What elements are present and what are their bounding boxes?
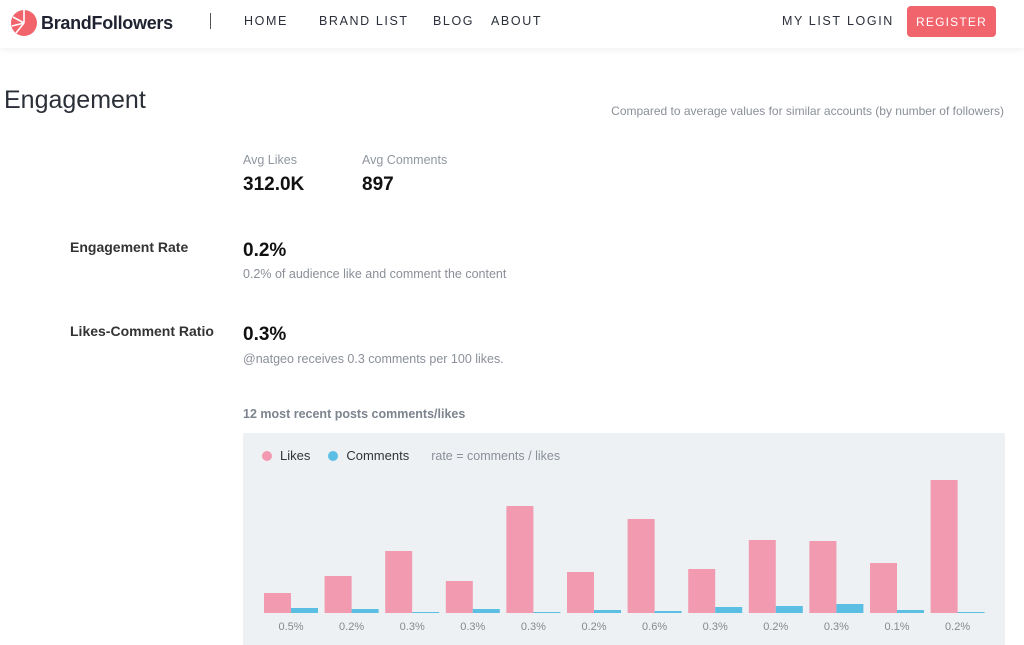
comments-bar[interactable]	[594, 610, 621, 613]
nav-home-link[interactable]: HOME	[244, 14, 288, 28]
nav-blog-link[interactable]: BLOG	[433, 14, 475, 28]
comments-bar[interactable]	[897, 610, 924, 613]
likes-bar[interactable]	[627, 519, 655, 613]
comments-bar[interactable]	[291, 608, 318, 613]
likes-comment-ratio-label: Likes-Comment Ratio	[70, 323, 214, 339]
comparison-note: Compared to average values for similar a…	[611, 104, 1004, 118]
comments-dot-icon	[328, 450, 339, 461]
rate-tick-label: 0.2%	[763, 621, 788, 633]
nav-my-list-link[interactable]: MY LIST	[782, 14, 842, 28]
avg-comments-label: Avg Comments	[362, 153, 448, 167]
legend-likes[interactable]: Likes	[262, 448, 310, 463]
comments-bar[interactable]	[836, 604, 864, 613]
likes-comment-ratio-value: 0.3%	[243, 324, 287, 345]
legend-rate-note: rate = comments / likes	[431, 448, 561, 463]
legend-likes-label: Likes	[280, 448, 311, 463]
rate-tick-label: 0.2%	[581, 621, 606, 633]
rate-tick-label: 0.2%	[339, 621, 364, 633]
avg-comments-value: 897	[362, 174, 394, 195]
comments-bar[interactable]	[472, 609, 500, 613]
likes-bar[interactable]	[748, 540, 776, 613]
likes-bar[interactable]	[385, 551, 413, 613]
avg-likes-label: Avg Likes	[243, 153, 297, 167]
comments-bar[interactable]	[412, 612, 440, 613]
engagement-rate-value: 0.2%	[243, 240, 287, 261]
likes-bar[interactable]	[809, 541, 837, 613]
comments-bar[interactable]	[715, 607, 743, 613]
nav-login-link[interactable]: LOGIN	[847, 14, 894, 28]
engagement-rate-label: Engagement Rate	[70, 239, 189, 255]
logo-icon	[11, 10, 37, 36]
rate-tick-label: 0.1%	[884, 621, 909, 633]
likes-comment-ratio-desc: @natgeo receives 0.3 comments per 100 li…	[243, 352, 504, 366]
rate-tick-label: 0.5%	[278, 621, 303, 633]
likes-bar[interactable]	[445, 581, 473, 613]
rate-tick-label: 0.3%	[460, 621, 485, 633]
nav-divider	[210, 13, 211, 29]
likes-dot-icon	[262, 450, 272, 461]
rate-tick-label: 0.3%	[400, 621, 425, 633]
engagement-rate-desc: 0.2% of audience like and comment the co…	[243, 267, 507, 281]
comments-bar[interactable]	[775, 606, 803, 613]
avg-likes-value: 312.0K	[243, 174, 305, 195]
engagement-bar-chart: 0.5% 0.2% 0.3% 0.3% 0.3% 0.2% 0.6% 0.3% 0.2% 0.3%…	[264, 480, 985, 633]
brand-name: BrandFollowers	[41, 12, 173, 33]
rate-tick-label: 0.6%	[642, 621, 667, 633]
rate-tick-label: 0.3%	[521, 621, 546, 633]
rate-tick-label: 0.3%	[703, 621, 728, 633]
brand-logo[interactable]: BrandFollowers	[10, 9, 173, 37]
likes-bar[interactable]	[324, 576, 352, 613]
comments-bar[interactable]	[654, 611, 682, 613]
rate-tick-label: 0.3%	[824, 621, 849, 633]
comments-bar[interactable]	[957, 612, 985, 613]
rate-tick-label: 0.2%	[945, 621, 970, 633]
legend-comments-label: Comments	[346, 448, 410, 463]
comments-bar[interactable]	[533, 612, 561, 613]
section-title: Engagement	[4, 86, 146, 114]
legend-comments[interactable]: Comments	[328, 448, 409, 463]
likes-bar[interactable]	[264, 593, 291, 613]
likes-bar[interactable]	[567, 572, 594, 613]
likes-bar[interactable]	[930, 480, 958, 613]
likes-bar[interactable]	[688, 569, 716, 613]
likes-bar[interactable]	[870, 563, 897, 613]
nav-brand-list-link[interactable]: BRAND LIST	[319, 14, 409, 28]
top-navbar: BrandFollowers HOME BRAND LIST BLOG ABOU…	[0, 0, 1024, 48]
chart-title: 12 most recent posts comments/likes	[243, 407, 466, 421]
register-button[interactable]: REGISTER	[907, 6, 996, 37]
comments-bar[interactable]	[351, 609, 379, 613]
likes-bar[interactable]	[506, 506, 534, 613]
nav-about-link[interactable]: ABOUT	[491, 14, 543, 28]
chart-legend: Likes Comments rate = comments / likes	[262, 448, 560, 463]
